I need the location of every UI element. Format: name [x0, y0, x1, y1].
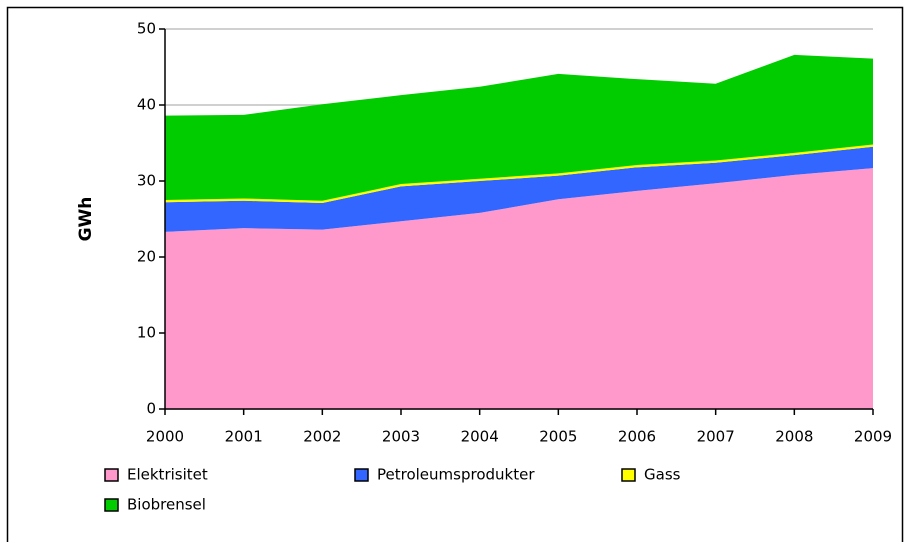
legend-label: Petroleumsprodukter: [377, 466, 535, 484]
legend-swatch: [621, 468, 636, 482]
area: [165, 54, 873, 201]
y-tick-label: 40: [137, 96, 156, 114]
legend-swatch: [104, 498, 119, 512]
x-tick-label: 2001: [225, 428, 263, 446]
legend-label: Elektrisitet: [127, 466, 208, 484]
x-tick-label: 2007: [697, 428, 735, 446]
x-tick-label: 2003: [382, 428, 420, 446]
y-tick-label: 10: [137, 324, 156, 342]
x-tick-label: 2002: [303, 428, 341, 446]
x-tick-label: 2006: [618, 428, 656, 446]
legend-label: Gass: [644, 466, 681, 484]
x-tick-label: 2004: [461, 428, 499, 446]
y-tick-label: 20: [137, 248, 156, 266]
legend-label: Biobrensel: [127, 496, 206, 514]
x-tick-label: 2008: [775, 428, 813, 446]
y-axis-label: GWh: [76, 197, 96, 242]
area: [165, 168, 873, 409]
area: [165, 146, 873, 232]
y-tick-label: 30: [137, 172, 156, 190]
y-tick-label: 50: [137, 20, 156, 38]
legend-swatch: [354, 468, 369, 482]
x-tick-label: 2009: [854, 428, 892, 446]
legend-swatch: [104, 468, 119, 482]
y-tick-label: 0: [146, 400, 156, 418]
plot-area: [165, 28, 873, 410]
x-tick-label: 2000: [146, 428, 184, 446]
x-tick-label: 2005: [539, 428, 577, 446]
